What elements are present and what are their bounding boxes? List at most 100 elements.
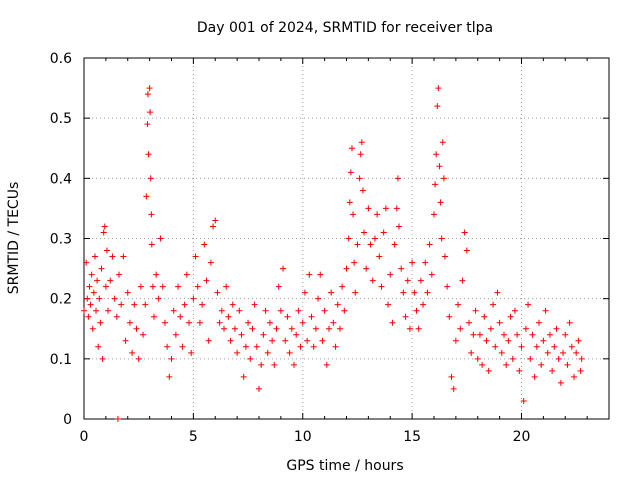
data-point [577, 367, 584, 374]
data-point [420, 301, 427, 308]
data-point [472, 307, 479, 314]
data-point [181, 301, 188, 308]
data-point [144, 121, 151, 128]
data-point [511, 307, 518, 314]
data-point [227, 337, 234, 344]
data-point [435, 85, 442, 92]
data-point [481, 313, 488, 320]
data-point [350, 211, 357, 218]
data-point [145, 151, 152, 158]
data-point [183, 271, 190, 278]
data-point [492, 343, 499, 350]
data-point [470, 331, 477, 338]
data-point [293, 331, 300, 338]
data-point [188, 349, 195, 356]
data-point [501, 331, 507, 338]
data-point [376, 253, 383, 260]
data-point [256, 385, 262, 392]
data-point [97, 319, 104, 326]
data-point [312, 325, 319, 332]
data-point [148, 241, 155, 248]
data-point [437, 199, 444, 206]
data-point [540, 337, 547, 344]
data-point [146, 85, 153, 92]
data-point [440, 175, 447, 182]
data-point [203, 277, 210, 284]
data-point [166, 373, 173, 380]
data-point [170, 307, 177, 314]
data-point [151, 313, 157, 320]
data-point [258, 361, 265, 368]
data-point [236, 307, 243, 314]
data-point [343, 265, 350, 272]
y-axis-label: SRMTID / TECUs [6, 182, 22, 295]
data-point [147, 109, 154, 116]
data-point [438, 235, 445, 242]
data-point [496, 319, 503, 326]
data-point [562, 331, 569, 338]
data-point [571, 373, 577, 380]
data-point [341, 307, 348, 314]
chart-title: Day 001 of 2024, SRMTID for receiver tlp… [197, 20, 493, 36]
y-tick-label: 0.5 [50, 111, 72, 127]
data-point [98, 265, 105, 272]
data-point [466, 319, 472, 326]
data-point [93, 307, 100, 314]
data-point [131, 301, 138, 308]
data-point [308, 313, 315, 320]
y-tick-label: 0.3 [50, 232, 72, 248]
data-point [542, 307, 549, 314]
data-point [367, 241, 374, 248]
data-point [525, 301, 532, 308]
data-point [247, 355, 254, 362]
data-point [301, 289, 308, 296]
data-point [354, 241, 361, 248]
data-point [95, 343, 102, 350]
data-point [91, 253, 98, 260]
data-point [207, 259, 214, 266]
data-point [433, 151, 440, 158]
data-point [262, 307, 269, 314]
data-point [155, 295, 162, 302]
data-point [555, 355, 562, 362]
data-point [277, 307, 284, 314]
data-point [179, 343, 186, 350]
data-point [417, 277, 424, 284]
data-point [400, 289, 407, 296]
data-point [86, 283, 93, 290]
data-point [394, 175, 401, 182]
y-tick-label: 0.6 [50, 51, 72, 67]
data-point [347, 169, 354, 176]
data-point [498, 349, 505, 356]
data-point [102, 283, 109, 290]
data-point [474, 355, 481, 362]
data-point [94, 277, 101, 284]
data-point [113, 313, 120, 320]
data-point [84, 295, 91, 302]
data-point [514, 331, 521, 338]
data-point [105, 307, 112, 314]
data-point [406, 325, 413, 332]
data-point [295, 307, 302, 314]
data-point [118, 301, 125, 308]
data-point [196, 319, 203, 326]
data-point [357, 151, 364, 158]
data-point [225, 313, 232, 320]
data-point [411, 289, 418, 296]
data-point [527, 355, 534, 362]
data-point [266, 319, 273, 326]
data-point [560, 349, 567, 356]
data-point [190, 295, 197, 302]
data-point [317, 271, 324, 278]
data-point [391, 241, 398, 248]
data-point [503, 361, 510, 368]
data-point [149, 283, 156, 290]
data-point [448, 373, 455, 380]
data-point [516, 367, 523, 374]
data-point [380, 229, 387, 236]
data-point [328, 289, 335, 296]
data-point [264, 349, 271, 356]
data-point [114, 416, 121, 422]
data-point [164, 343, 171, 350]
